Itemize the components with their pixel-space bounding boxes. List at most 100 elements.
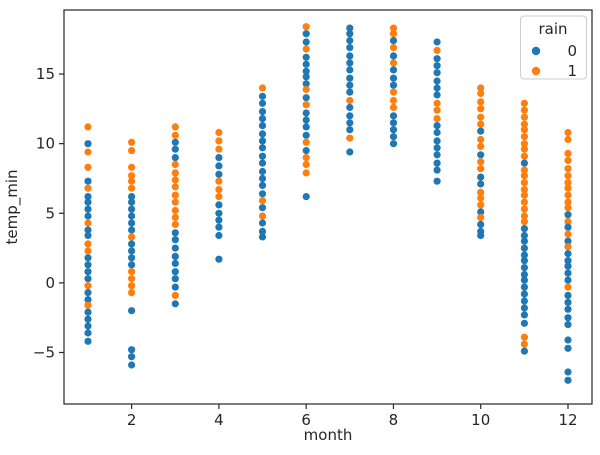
- data-point: [564, 184, 572, 192]
- data-point: [346, 103, 354, 112]
- data-point: [258, 137, 267, 145]
- data-point: [433, 177, 441, 185]
- data-point: [389, 126, 398, 134]
- data-points-month-6: [302, 23, 310, 201]
- data-point: [171, 236, 179, 244]
- data-point: [215, 223, 223, 231]
- data-point: [258, 204, 267, 212]
- data-point: [302, 45, 310, 53]
- data-point: [171, 176, 179, 184]
- data-point: [520, 340, 529, 348]
- data-point: [564, 149, 572, 157]
- data-point: [564, 262, 572, 270]
- data-point: [346, 119, 354, 127]
- data-point: [84, 337, 92, 345]
- x-axis: 2 4 6 8 10 12: [127, 404, 578, 429]
- data-point: [84, 231, 92, 240]
- data-point: [215, 186, 223, 194]
- data-point: [389, 88, 398, 96]
- data-point: [171, 300, 179, 308]
- data-point: [389, 140, 398, 148]
- data-point: [258, 108, 267, 116]
- data-point: [433, 77, 441, 85]
- data-point: [389, 30, 398, 38]
- data-point: [302, 160, 310, 169]
- data-point: [520, 237, 529, 245]
- data-point: [215, 209, 223, 217]
- data-point: [564, 276, 572, 284]
- data-point: [520, 166, 529, 174]
- y-tick-label: 0: [45, 274, 55, 292]
- data-point: [128, 184, 136, 192]
- data-point: [84, 240, 92, 248]
- y-axis: −5 0 5 10 15: [33, 65, 64, 361]
- data-point: [171, 183, 179, 191]
- data-point: [215, 154, 223, 162]
- data-point: [215, 170, 223, 178]
- data-point: [302, 80, 310, 88]
- data-point: [389, 24, 398, 32]
- data-point: [84, 184, 92, 192]
- data-point: [128, 138, 136, 146]
- legend-entry: 1: [531, 62, 577, 80]
- data-point: [302, 147, 310, 155]
- data-point: [84, 193, 92, 201]
- data-point: [171, 169, 179, 177]
- legend-entry-label: 1: [567, 62, 577, 80]
- data-point: [258, 122, 267, 130]
- data-point: [171, 291, 179, 299]
- data-point: [564, 218, 572, 226]
- data-point: [520, 244, 529, 252]
- data-point: [84, 163, 92, 171]
- legend: rain 01: [520, 15, 587, 80]
- data-point: [258, 227, 267, 235]
- data-point: [520, 231, 529, 240]
- data-point: [433, 144, 441, 152]
- data-point: [128, 289, 136, 297]
- data-point: [84, 247, 92, 255]
- data-point: [258, 144, 267, 152]
- data-point: [389, 37, 398, 45]
- data-point: [346, 148, 354, 156]
- data-point: [346, 37, 354, 45]
- data-point: [128, 307, 136, 315]
- data-point: [564, 156, 572, 164]
- data-point: [477, 165, 485, 173]
- data-point: [564, 314, 572, 322]
- data-point: [564, 269, 572, 277]
- data-point: [389, 44, 398, 52]
- data-point: [477, 84, 485, 92]
- data-point: [389, 112, 398, 120]
- data-point: [564, 179, 572, 187]
- data-point: [520, 205, 529, 213]
- data-point: [346, 88, 354, 96]
- data-point: [258, 212, 267, 220]
- data-point: [171, 213, 179, 221]
- data-point: [258, 190, 267, 198]
- data-point: [128, 226, 136, 234]
- data-point: [171, 275, 179, 283]
- data-point: [258, 99, 267, 107]
- data-point: [564, 368, 572, 376]
- data-point: [258, 167, 267, 176]
- data-points-month-10: [477, 84, 485, 240]
- data-point: [564, 336, 572, 344]
- data-point: [520, 126, 529, 134]
- data-point: [520, 159, 529, 167]
- data-point: [171, 138, 179, 146]
- data-point: [564, 211, 572, 219]
- data-point: [171, 259, 179, 267]
- data-point: [84, 268, 92, 276]
- data-point: [433, 46, 441, 55]
- data-point: [520, 257, 529, 265]
- data-point: [302, 123, 310, 131]
- data-point: [258, 181, 267, 189]
- data-point: [128, 163, 136, 171]
- data-point: [346, 74, 354, 82]
- data-point: [520, 297, 529, 305]
- data-point: [258, 130, 267, 138]
- data-point: [215, 255, 223, 263]
- data-point: [564, 128, 572, 137]
- data-point: [84, 261, 92, 269]
